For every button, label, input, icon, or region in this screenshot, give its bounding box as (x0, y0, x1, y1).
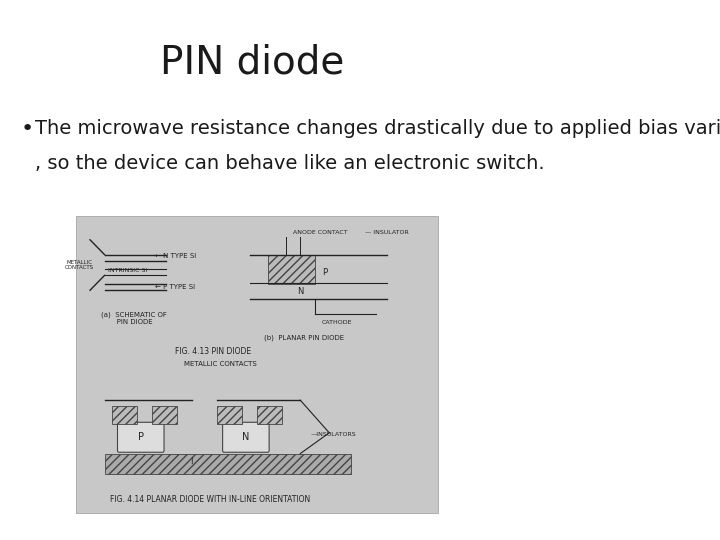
Bar (257, 406, 282, 424)
Text: P: P (138, 432, 144, 442)
FancyBboxPatch shape (117, 422, 164, 453)
Text: — INSULATOR: — INSULATOR (366, 230, 409, 235)
Bar (268, 254, 315, 284)
Bar (152, 406, 177, 424)
Text: CATHODE: CATHODE (322, 320, 353, 326)
Text: FIG. 4.14 PLANAR DIODE WITH IN-LINE ORIENTATION: FIG. 4.14 PLANAR DIODE WITH IN-LINE ORIE… (109, 495, 310, 504)
Text: METALLIC
CONTACTS: METALLIC CONTACTS (65, 260, 94, 271)
FancyBboxPatch shape (222, 422, 269, 453)
Text: METALLIC CONTACTS: METALLIC CONTACTS (184, 361, 257, 368)
Text: PIN diode: PIN diode (160, 43, 344, 81)
Text: I: I (190, 456, 193, 465)
Text: The microwave resistance changes drastically due to applied bias variation: The microwave resistance changes drastic… (35, 119, 720, 138)
Text: P: P (322, 268, 327, 277)
Text: (b)  PLANAR PIN DIODE: (b) PLANAR PIN DIODE (264, 335, 344, 341)
Text: FIG. 4.13 PIN DIODE: FIG. 4.13 PIN DIODE (175, 347, 251, 356)
Text: , so the device can behave like an electronic switch.: , so the device can behave like an elect… (35, 154, 545, 173)
Text: —INSULATORS: —INSULATORS (311, 432, 356, 437)
Text: •: • (20, 119, 33, 139)
Text: INTRINSIC SI: INTRINSIC SI (108, 268, 148, 273)
Bar (76, 216, 438, 513)
Text: ← P TYPE SI: ← P TYPE SI (156, 284, 195, 291)
Text: ANODE CONTACT: ANODE CONTACT (293, 230, 348, 235)
Bar (217, 406, 242, 424)
Text: (a)  SCHEMATIC OF
       PIN DIODE: (a) SCHEMATIC OF PIN DIODE (101, 311, 167, 325)
Bar (112, 406, 137, 424)
Text: N: N (242, 432, 250, 442)
Text: N: N (297, 287, 303, 296)
Text: ← N TYPE SI: ← N TYPE SI (156, 253, 197, 259)
Bar (104, 454, 351, 475)
